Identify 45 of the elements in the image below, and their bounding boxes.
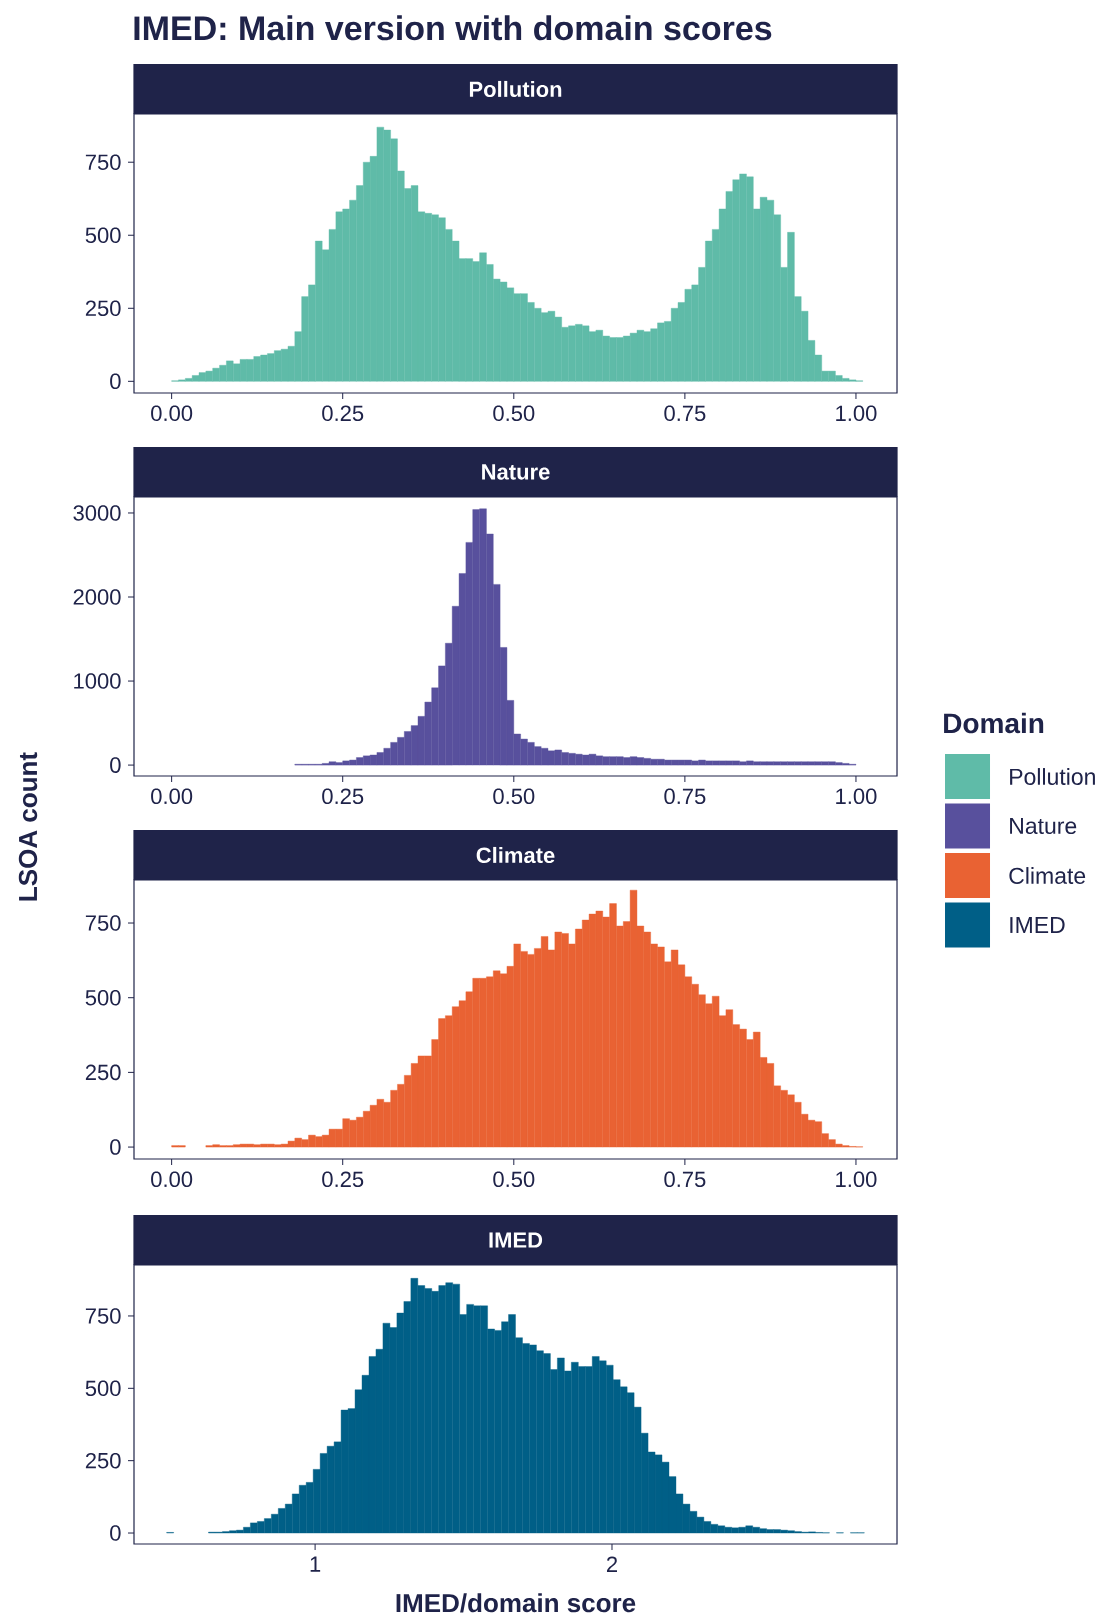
x-tick-label: 0.75 — [664, 788, 706, 805]
y-tick-label: 0 — [110, 1525, 121, 1541]
x-tick-label: 0.50 — [493, 788, 535, 805]
x-axis-title: IMED/domain score — [396, 1593, 636, 1613]
y-tick-label: 1000 — [74, 673, 121, 689]
x-tick-label: 0.50 — [493, 405, 535, 422]
x-tick-label: 0.25 — [322, 405, 364, 422]
text: Nature — [482, 464, 550, 480]
y-tick-label: 0 — [110, 757, 121, 773]
chart-title: IMED: Main version with domain scores — [134, 15, 772, 41]
y-tick-label: 750 — [85, 915, 121, 931]
x-tick-label: 2 — [606, 1556, 617, 1572]
y-tick-label: 0 — [110, 1139, 121, 1155]
x-tick-label: 1.00 — [836, 405, 877, 422]
y-tick-label: 3000 — [73, 505, 121, 521]
x-tick-label: 0.25 — [322, 1171, 364, 1188]
x-tick-label: 0.25 — [322, 788, 364, 805]
x-tick-label: 0.00 — [151, 1171, 193, 1188]
legend-label: Nature — [1010, 817, 1077, 835]
legend-title: Domain — [944, 712, 1044, 734]
y-tick-label: 250 — [85, 1452, 121, 1469]
y-tick-label: 500 — [85, 1380, 121, 1397]
y-tick-label: 750 — [85, 154, 121, 170]
y-tick-label: 750 — [85, 1308, 121, 1324]
x-tick-label: 0.00 — [151, 405, 193, 422]
legend-label: Pollution — [1010, 768, 1095, 785]
x-tick-label: 1.00 — [836, 788, 877, 805]
legend-label: IMED — [1010, 917, 1065, 933]
text: Pollution — [469, 80, 562, 98]
x-tick-label: 0.75 — [664, 405, 706, 422]
y-tick-label: 250 — [85, 300, 121, 317]
x-tick-label: 0.00 — [151, 788, 193, 805]
x-tick-label: 0.50 — [493, 1171, 535, 1188]
y-tick-label: 500 — [85, 227, 121, 244]
y-tick-label: 2000 — [73, 589, 121, 605]
y-tick-label: 250 — [85, 1064, 121, 1081]
x-tick-label: 0.75 — [664, 1171, 706, 1188]
text: IMED — [489, 1232, 543, 1248]
y-tick-label: 500 — [85, 989, 121, 1006]
y-axis-title: LSOA count — [18, 752, 38, 901]
text: Climate — [476, 846, 555, 864]
y-tick-label: 0 — [110, 373, 121, 390]
x-tick-label: 1 — [310, 1556, 321, 1572]
x-tick-label: 1.00 — [836, 1171, 877, 1188]
legend-label: Climate — [1009, 867, 1086, 884]
